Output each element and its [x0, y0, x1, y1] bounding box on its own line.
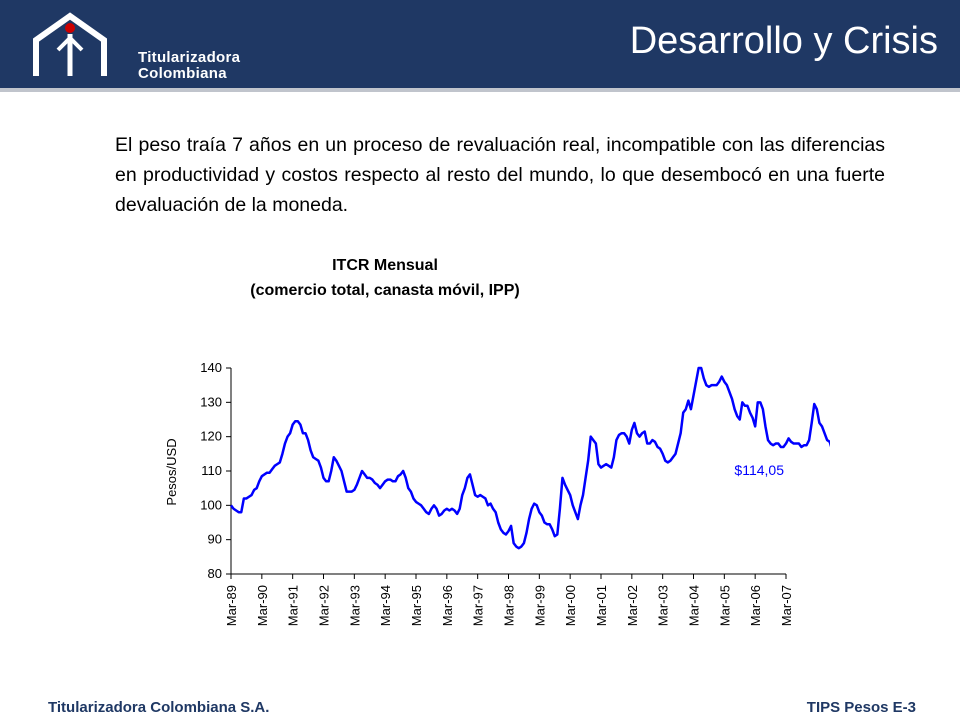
x-tick-label: Mar-91 [286, 585, 301, 626]
last-value-label: $114,05 [734, 462, 784, 478]
company-logo: Titularizadora Colombiana [30, 10, 250, 82]
house-logo-icon [33, 12, 107, 76]
chart-title: ITCR Mensual [332, 257, 438, 274]
y-axis: 80 90 100 110 120 130 140 [200, 360, 232, 581]
y-tick-label: 140 [200, 360, 222, 375]
chart-subtitle: (comercio total, canasta móvil, IPP) [250, 282, 519, 299]
y-tick-label: 100 [200, 497, 222, 512]
x-tick-label: Mar-89 [224, 585, 239, 626]
footer-code: TIPS Pesos E-3 [806, 699, 916, 716]
x-tick-label: Mar-02 [625, 585, 640, 626]
x-tick-label: Mar-07 [779, 585, 794, 626]
x-tick-label: Mar-06 [748, 585, 763, 626]
x-tick-label: Mar-05 [717, 585, 732, 626]
y-tick-label: 120 [200, 429, 222, 444]
y-tick-label: 90 [208, 532, 222, 547]
x-tick-label: Mar-04 [687, 585, 702, 626]
x-axis: Mar-89 Mar-90 Mar-91 Mar-92 Mar-93 Mar-94 Mar-… [224, 573, 794, 626]
x-tick-label: Mar-01 [594, 585, 609, 626]
x-tick-label: Mar-93 [347, 585, 362, 626]
header-bar: Titularizadora Colombiana Desarrollo y C… [0, 0, 960, 92]
x-tick-label: Mar-03 [656, 585, 671, 626]
y-axis-label: Pesos/USD [164, 438, 179, 505]
y-tick-label: 110 [201, 463, 222, 478]
itcr-series-line [229, 366, 830, 550]
intro-paragraph: El peso traía 7 años en un proceso de re… [115, 134, 885, 216]
x-tick-label: Mar-97 [471, 585, 486, 626]
x-tick-label: Mar-96 [440, 585, 455, 626]
logo-line-1: Titularizadora [138, 49, 241, 66]
logo-line-2: Colombiana [138, 65, 227, 82]
x-tick-label: Mar-94 [378, 585, 393, 626]
y-tick-label: 80 [208, 566, 222, 581]
x-tick-label: Mar-00 [563, 585, 578, 626]
itcr-line-chart: ITCR Mensual (comercio total, canasta mó… [164, 257, 830, 626]
footer-company: Titularizadora Colombiana S.A. [48, 699, 270, 716]
slide-title: Desarrollo y Crisis [629, 20, 938, 62]
x-tick-label: Mar-95 [409, 585, 424, 626]
x-tick-label: Mar-92 [317, 585, 332, 626]
x-tick-label: Mar-98 [502, 585, 517, 626]
y-tick-label: 130 [200, 394, 222, 409]
x-tick-label: Mar-90 [255, 585, 270, 626]
x-tick-label: Mar-99 [532, 585, 547, 626]
